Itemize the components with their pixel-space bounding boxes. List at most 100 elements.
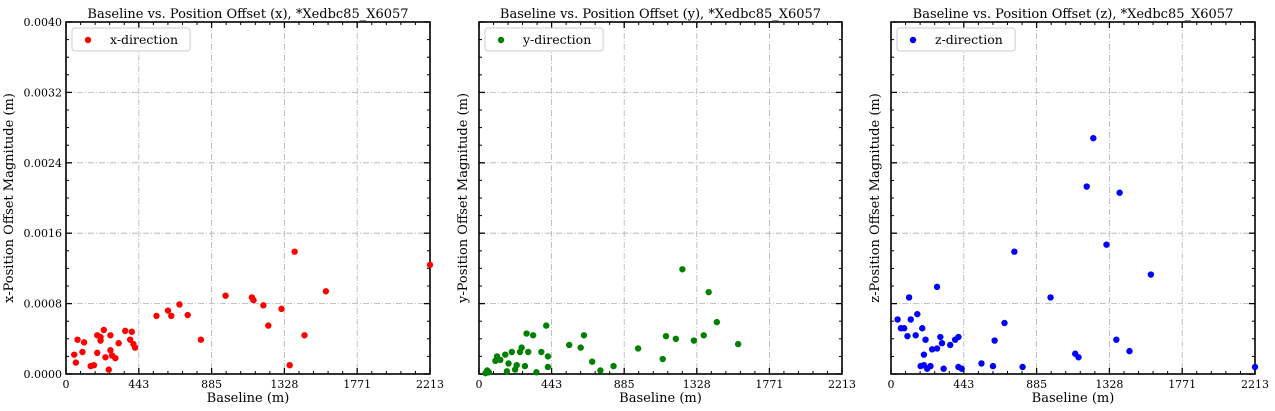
data-point	[128, 328, 135, 335]
data-point	[503, 368, 511, 375]
data-point	[426, 261, 434, 269]
legend-box	[896, 27, 1016, 52]
axes-frame	[478, 21, 843, 375]
data-point	[920, 351, 928, 358]
data-point	[905, 294, 913, 301]
data-point	[126, 336, 134, 343]
data-point	[533, 369, 540, 376]
legend-box	[484, 27, 604, 52]
data-point	[577, 344, 584, 351]
legend: x-direction	[71, 27, 191, 52]
data-point	[580, 332, 588, 339]
chart-title: Baseline vs. Position Offset (x), *Xedbc…	[87, 7, 408, 22]
data-point	[662, 332, 670, 340]
axes-frame	[890, 21, 1256, 375]
legend-marker	[497, 36, 505, 44]
data-point	[1019, 363, 1026, 371]
data-point	[184, 311, 191, 319]
data-point	[907, 316, 914, 323]
legend-label: y-direction	[522, 32, 591, 47]
data-point	[153, 312, 160, 320]
data-point	[71, 351, 78, 358]
x-tick-label: 885	[201, 378, 222, 391]
data-point	[1147, 271, 1155, 278]
data-point	[940, 365, 947, 372]
x-tick-label: 1771	[1168, 378, 1196, 391]
data-point	[291, 248, 298, 255]
data-point	[322, 288, 330, 295]
data-point	[90, 362, 98, 369]
data-point	[115, 340, 122, 347]
x-tick-label: 1771	[755, 378, 783, 391]
data-point	[107, 347, 114, 354]
y-axis-label: y-Position Offset Magnitude (m)	[456, 93, 471, 304]
data-point	[529, 332, 537, 339]
data-point	[72, 359, 80, 366]
data-point	[1075, 354, 1082, 361]
data-point	[700, 332, 707, 339]
legend: y-direction	[484, 27, 604, 52]
data-point	[79, 348, 86, 356]
data-point	[690, 337, 698, 344]
data-point	[919, 325, 926, 332]
x-tick-label: 0	[63, 378, 70, 391]
data-point	[734, 340, 742, 348]
data-point	[502, 351, 509, 358]
chart-panel-2: 0 443 885 1328 1771 2213 y-direction Baseline v…	[456, 7, 856, 406]
x-tick-label: 0	[888, 378, 895, 391]
legend: z-direction	[896, 27, 1016, 52]
data-point	[904, 332, 911, 340]
y-tick-label: 0.0032	[24, 86, 63, 99]
legend-box	[71, 27, 191, 52]
y-axis-label: x-Position Offset Magnitude (m)	[2, 93, 17, 303]
x-axis-label: Baseline (m)	[619, 391, 702, 406]
data-point	[1001, 319, 1008, 327]
x-tick-label: 443	[541, 378, 562, 391]
x-tick-label: 443	[953, 378, 974, 391]
data-point	[164, 307, 172, 314]
data-point	[260, 302, 267, 309]
data-point	[286, 362, 293, 369]
data-point	[278, 305, 285, 313]
x-tick-label: 2213	[1241, 378, 1269, 391]
chart-title: Baseline vs. Position Offset (y), *Xedbc…	[500, 7, 821, 22]
data-point	[679, 266, 686, 273]
data-point	[928, 346, 936, 353]
data-point	[978, 360, 985, 367]
data-point	[131, 344, 139, 351]
data-point	[523, 330, 530, 337]
data-point	[1251, 363, 1259, 371]
data-point	[1116, 189, 1123, 196]
x-axis-label: Baseline (m)	[207, 391, 290, 406]
data-point	[991, 337, 998, 344]
data-point	[122, 327, 129, 335]
y-tick-label: 0.0040	[24, 16, 63, 29]
x-tick-label: 1328	[270, 378, 298, 391]
x-tick-label: 1771	[343, 378, 371, 391]
data-point	[80, 339, 88, 346]
data-point	[544, 363, 552, 371]
data-point	[518, 344, 525, 351]
data-point	[112, 354, 119, 362]
data-point	[989, 362, 997, 370]
data-point	[1090, 134, 1097, 142]
data-point	[597, 367, 604, 374]
y-tick-label: 0.0016	[24, 227, 63, 240]
data-point	[937, 333, 944, 341]
data-point	[505, 360, 512, 367]
data-point	[1083, 183, 1090, 190]
data-point	[900, 325, 908, 332]
data-point	[497, 356, 504, 364]
data-point	[1011, 248, 1018, 255]
data-point	[933, 345, 941, 352]
legend-label: x-direction	[110, 32, 178, 47]
x-tick-label: 2213	[828, 378, 856, 391]
data-point	[97, 337, 104, 344]
data-point	[933, 283, 941, 291]
legend-marker	[84, 36, 92, 44]
chart-title: Baseline vs. Position Offset (z), *Xedbc…	[913, 7, 1234, 22]
data-point	[250, 296, 257, 304]
data-point	[634, 345, 642, 352]
data-point	[927, 362, 934, 370]
